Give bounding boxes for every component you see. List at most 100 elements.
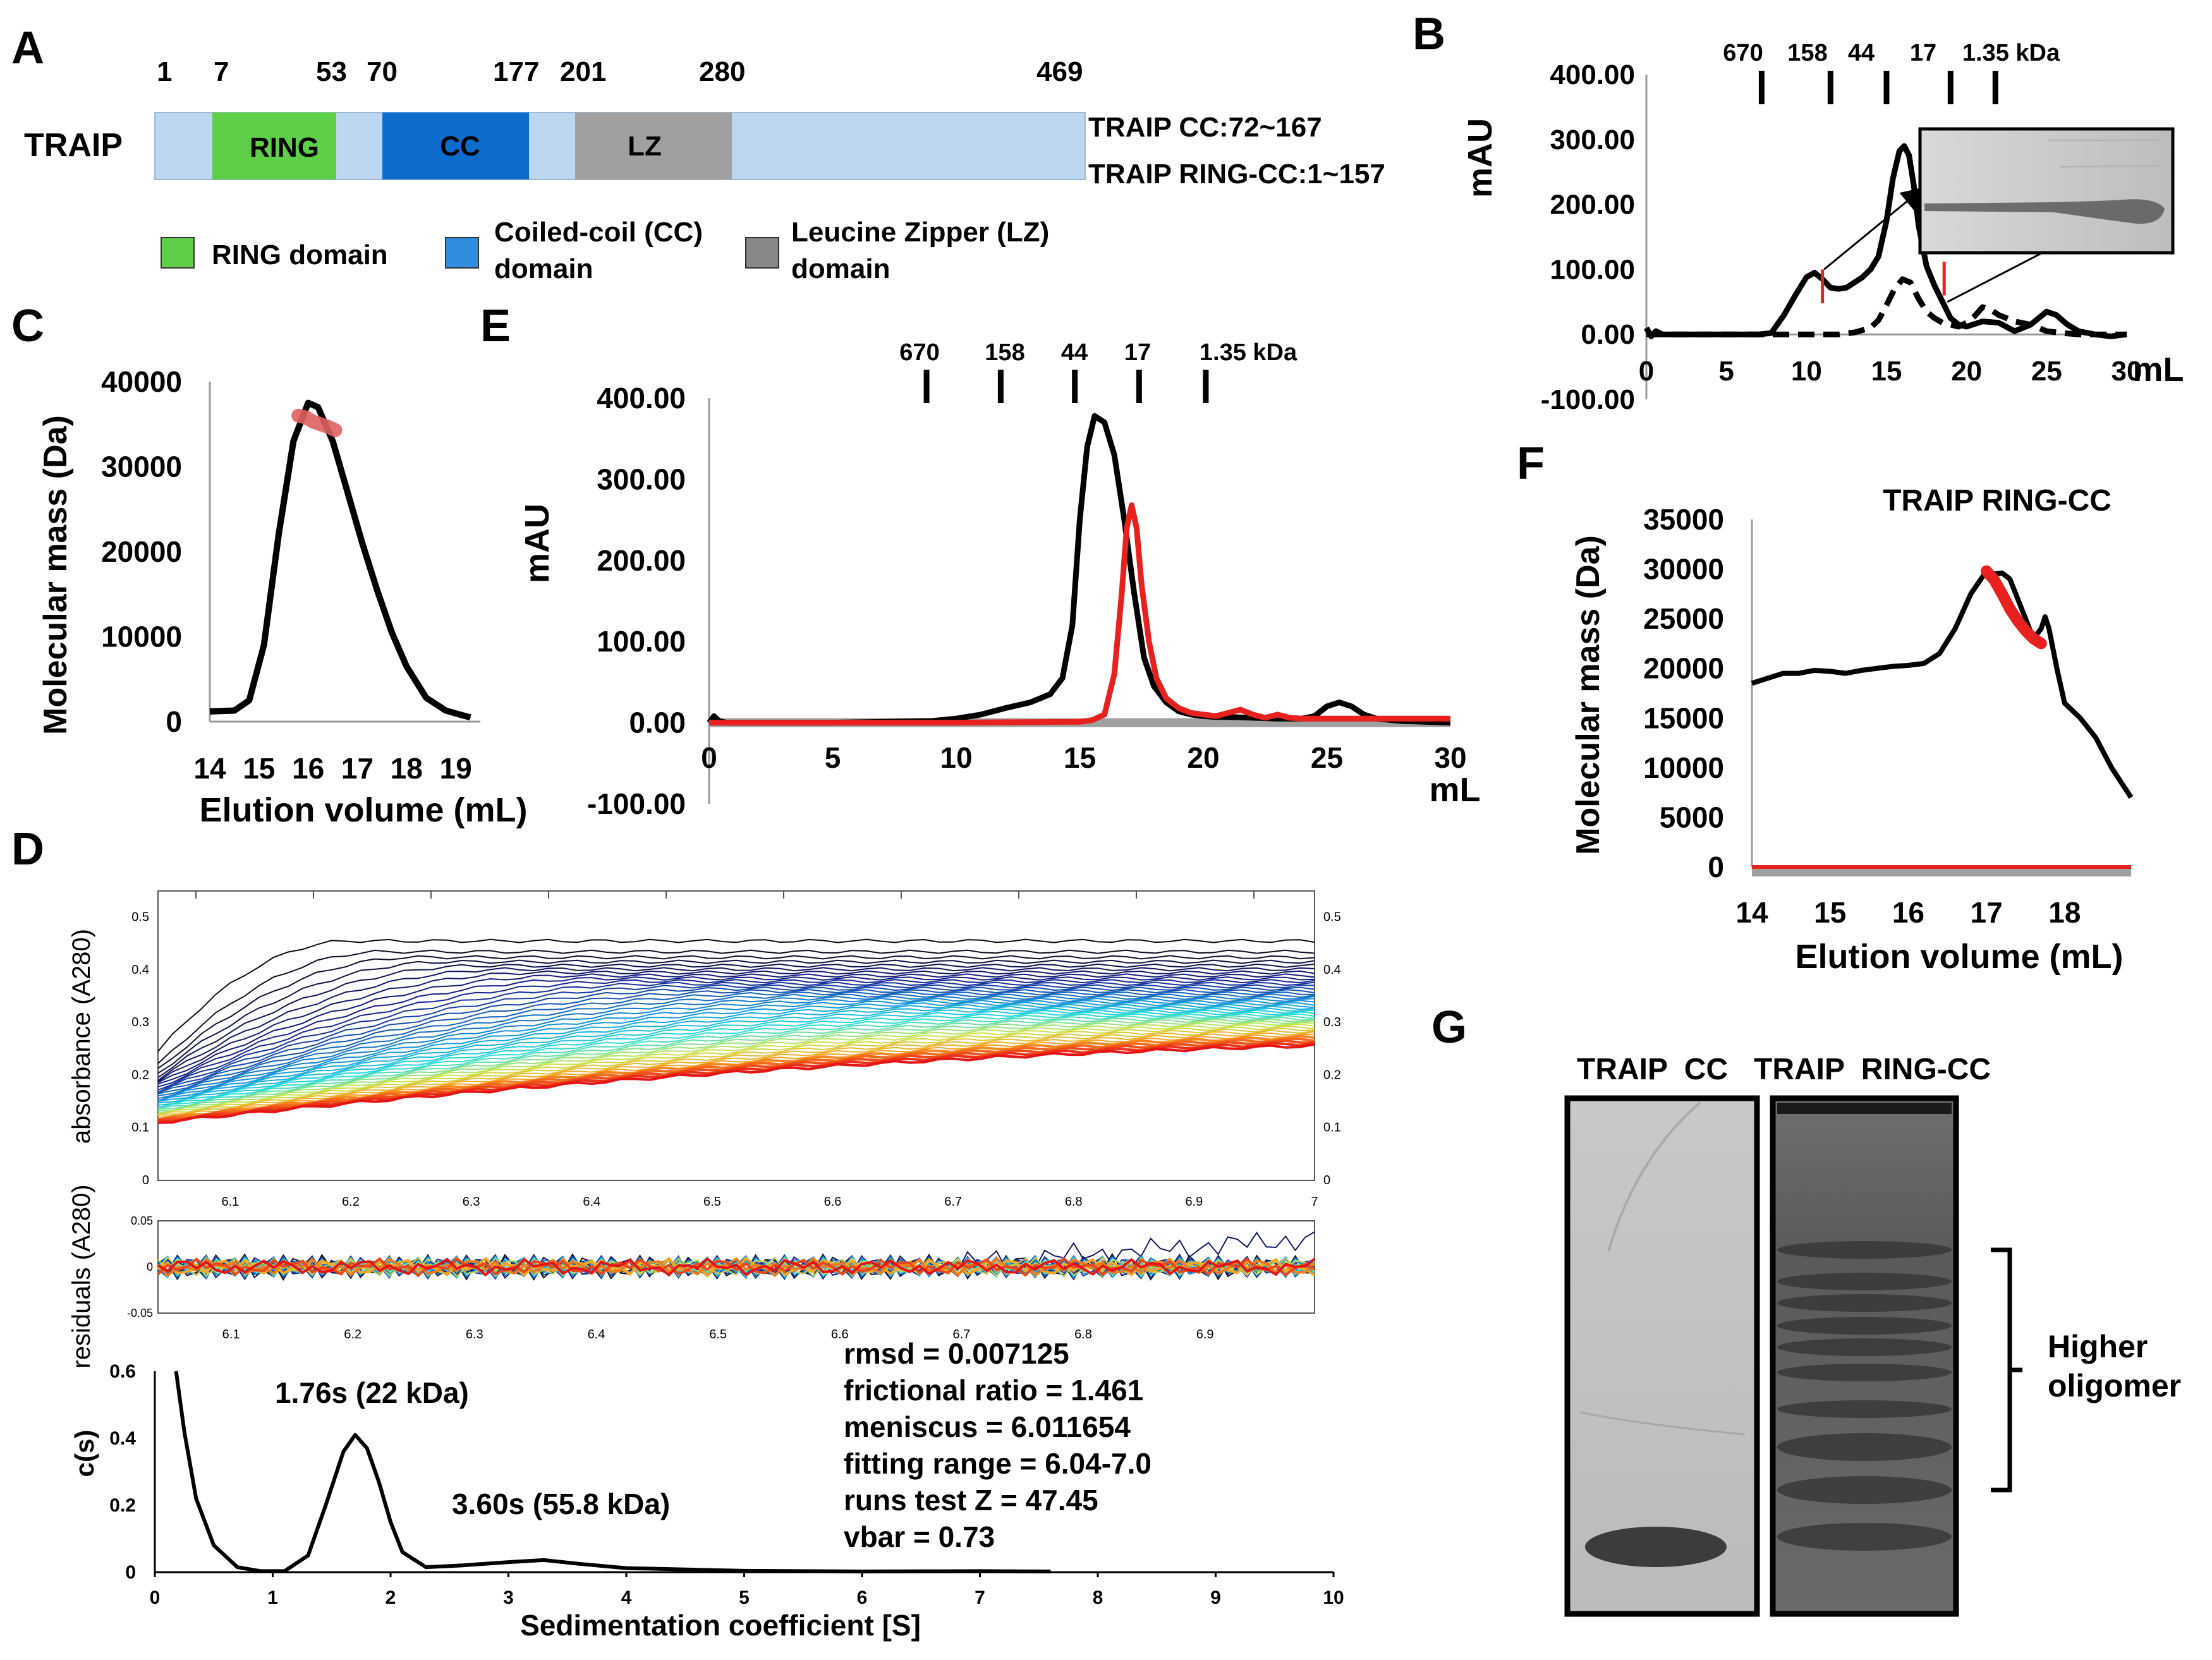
series-line (1646, 276, 2127, 337)
y-tick-label: 0 (147, 1261, 153, 1273)
stat-meniscus: meniscus = 6.011654 (844, 1410, 1131, 1443)
marker-label: 158 (1787, 40, 1827, 66)
panel-d: D 0 00.1 0.10.2 0.20.3 0.30.4 0.40.5 0.56.1 6.2… (11, 824, 1344, 1642)
series-line (707, 413, 1451, 726)
y-axis-label: residuals (A280) (68, 1184, 95, 1368)
x-tick-label: 6.3 (466, 1328, 483, 1342)
marker-labels-e: 670 158 44 17 1.35 kDa (899, 339, 1297, 366)
ring-domain-label: RING (250, 132, 319, 163)
chart-title: TRAIP RING-CC (1883, 484, 2112, 518)
x-tick-label: 30 (2112, 356, 2142, 387)
x-tick-label: 10 (1323, 1587, 1344, 1608)
gel-lane-ring-cc (1770, 1095, 1959, 1617)
gel-band (1777, 1317, 1952, 1335)
marker-label: 670 (899, 339, 939, 366)
gel-band (1777, 1433, 1952, 1461)
scan-line (157, 979, 1315, 1087)
y-tick-label: -100.00 (587, 787, 686, 820)
x-tick-label: 6.7 (952, 1328, 970, 1342)
cs-distribution-line (174, 1371, 1051, 1573)
x-tick-label: 5 (825, 741, 841, 774)
fit-line (1981, 565, 2047, 650)
y-axis-label: absorbance (A280) (68, 929, 95, 1144)
y-tick-label: -0.05 (127, 1307, 153, 1319)
scan-line (157, 993, 1315, 1096)
x-tick-label: 15 (1814, 896, 1846, 929)
marker-label: 17 (1910, 40, 1936, 66)
y-tick-label: 200.00 (597, 544, 686, 577)
panel-letter-d: D (11, 824, 44, 875)
legend-lz-label-2: domain (791, 253, 890, 284)
y-axis-label: mAU (518, 504, 556, 583)
position-label: 469 (1036, 56, 1083, 87)
x-tick-label: 7 (1311, 1195, 1318, 1209)
x-tick-label: 6.7 (944, 1195, 962, 1209)
scan-line (157, 991, 1315, 1094)
scan-line (157, 1043, 1315, 1124)
residual-line (157, 1256, 1315, 1277)
gel-lane-label-ring-cc: TRAIP RING-CC (1754, 1053, 1991, 1086)
x-tick-label: 15 (243, 752, 275, 785)
gel-band (1777, 1294, 1952, 1312)
gel-band (1777, 1523, 1952, 1551)
panel-letter-a: A (11, 23, 44, 73)
scan-line (157, 1025, 1315, 1115)
traip-label: TRAIP (24, 127, 123, 164)
gel-band (1777, 1400, 1952, 1418)
marker-labels-b: 670 158 44 17 1.35 kDa (1723, 40, 2060, 66)
construct-cc: TRAIP CC:72~167 (1088, 112, 1322, 143)
x-tick-label: 14 (1735, 896, 1768, 929)
x-tick-label: 18 (2048, 896, 2081, 929)
x-tick-label: 9 (1210, 1587, 1221, 1608)
gel-band (1777, 1476, 1952, 1504)
y-tick-label: 0.5 (131, 911, 149, 924)
gel-band (1777, 1273, 1952, 1290)
y-tick-label: 0.4 (131, 963, 149, 977)
x-tick-label: 1 (267, 1587, 278, 1608)
scan-line (157, 1014, 1315, 1109)
stat-frictional-ratio: frictional ratio = 1.461 (844, 1374, 1143, 1407)
lz-domain-label: LZ (628, 131, 662, 162)
x-tick-label: 6.6 (831, 1328, 849, 1342)
stat-vbar: vbar = 0.73 (844, 1520, 995, 1553)
scan-line (157, 1023, 1315, 1116)
scan-line (157, 1007, 1315, 1106)
gel-inset-faint-bands (2048, 139, 2162, 168)
position-label: 201 (560, 56, 606, 87)
y-tick-label: 300.00 (597, 463, 686, 495)
peak-label-2: 3.60s (55.8 kDa) (452, 1487, 670, 1520)
y-tick-label: 25000 (1643, 602, 1724, 635)
y-tick-label: 0.2 (109, 1495, 136, 1516)
x-tick-label: 6.2 (344, 1328, 362, 1342)
y-tick-label: 0.4 (1323, 963, 1341, 977)
x-tick-label: 30 (1434, 741, 1466, 774)
residue-positions: 1 7 53 70 177 201 280 469 (157, 56, 1083, 87)
y-tick-label: 10000 (1643, 751, 1724, 784)
inset-arrow (1823, 187, 1924, 270)
y-tick-label: -100.00 (1541, 384, 1635, 415)
scan-line (157, 988, 1315, 1094)
scan-line (157, 1000, 1315, 1103)
x-tick-label: 15 (1871, 356, 1902, 387)
x-tick-label: 20 (1187, 741, 1219, 774)
scan-line (157, 949, 1315, 1064)
y-tick-label: 0.5 (1323, 911, 1341, 924)
x-tick-label: 10 (940, 741, 972, 774)
scan-line (157, 1013, 1315, 1110)
panel-letter-g: G (1431, 1002, 1467, 1053)
x-axis-label: Sedimentation coefficient [S] (520, 1609, 921, 1642)
y-tick-label: 0.6 (109, 1361, 136, 1382)
stat-runs-test: runs test Z = 47.45 (844, 1484, 1098, 1517)
x-tick-label: 6.9 (1196, 1328, 1214, 1342)
legend-ring-swatch (161, 237, 195, 269)
scan-line (157, 1020, 1315, 1114)
y-tick-label: 100.00 (597, 625, 686, 658)
marker-label: 1.35 kDa (1962, 40, 2060, 66)
bracket-label-line1: Higher (2048, 1329, 2148, 1364)
scan-line (157, 997, 1315, 1101)
x-tick-label: 25 (1311, 741, 1343, 774)
y-tick-label: 35000 (1643, 503, 1724, 536)
marker-label: 670 (1723, 40, 1763, 66)
legend-lz-swatch (745, 237, 779, 269)
